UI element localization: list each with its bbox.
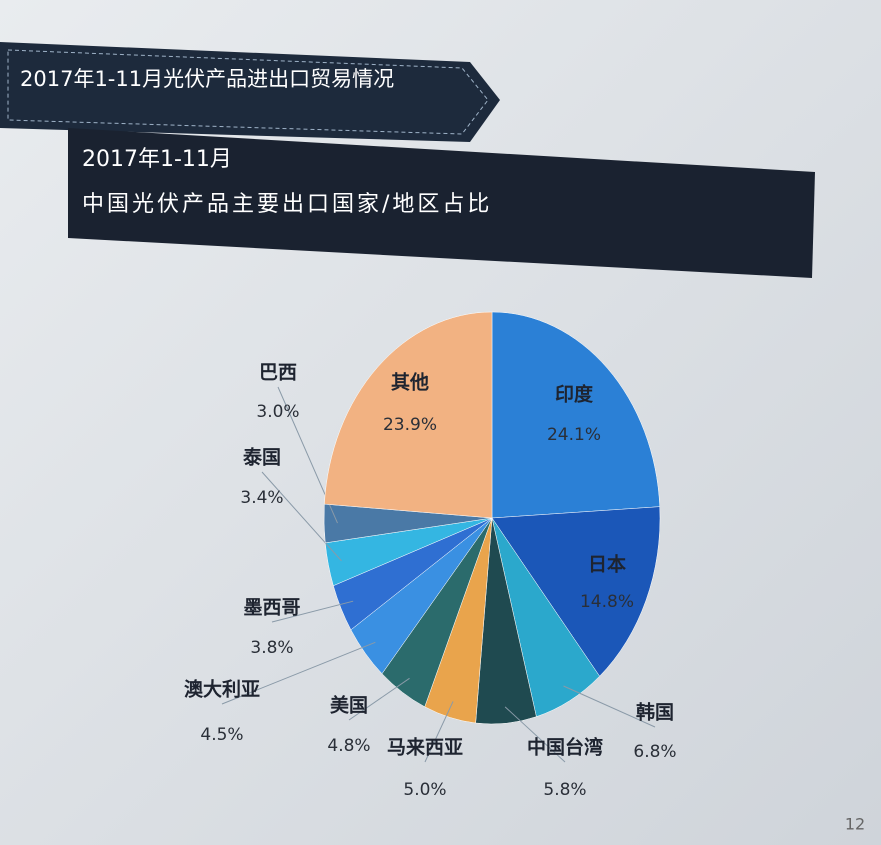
slice-value: 3.8% (250, 638, 293, 658)
pie-slice (491, 311, 661, 519)
slice-label: 其他 (391, 371, 429, 394)
slice-label: 日本 (588, 553, 626, 576)
title-banner-border (7, 49, 489, 135)
title-banner (0, 42, 500, 142)
leader-line (348, 677, 410, 721)
pie-slice (324, 311, 493, 519)
title: 2017年1-11月光伏产品进出口贸易情况 (20, 67, 394, 91)
slice-value: 4.8% (327, 736, 370, 756)
slice-label: 马来西亚 (387, 737, 463, 759)
slice-value: 3.0% (256, 402, 299, 422)
leader-line (424, 701, 454, 763)
slice-label: 韩国 (636, 701, 674, 724)
slice-value: 3.4% (240, 488, 283, 508)
leader-line (221, 641, 376, 705)
page-number: 12 (845, 815, 865, 834)
leader-line (504, 706, 566, 763)
slice-label: 印度 (555, 383, 594, 406)
slice-value: 5.8% (543, 780, 586, 800)
slice-value: 4.5% (200, 725, 243, 745)
slice-value: 24.1% (547, 425, 601, 445)
slice-label: 巴西 (259, 362, 297, 384)
leader-line (261, 471, 342, 562)
slice-label: 澳大利亚 (184, 678, 260, 701)
slice-value: 6.8% (633, 742, 676, 762)
subtitle-line: 2017年1-11月 (82, 147, 232, 172)
subtitle-box (68, 128, 815, 278)
slice-label: 中国台湾 (527, 736, 603, 759)
slice-label: 泰国 (242, 446, 281, 469)
slice-value: 14.8% (580, 592, 634, 612)
slice-label: 美国 (330, 694, 368, 717)
subtitle-line: 中国光伏产品主要出口国家/地区占比 (82, 192, 492, 217)
leader-line (563, 685, 656, 728)
slice-label: 墨西哥 (243, 597, 300, 619)
slice-value: 5.0% (403, 780, 446, 800)
pie-slice (491, 506, 661, 677)
leader-line (271, 600, 354, 623)
slice-value: 23.9% (383, 415, 437, 435)
